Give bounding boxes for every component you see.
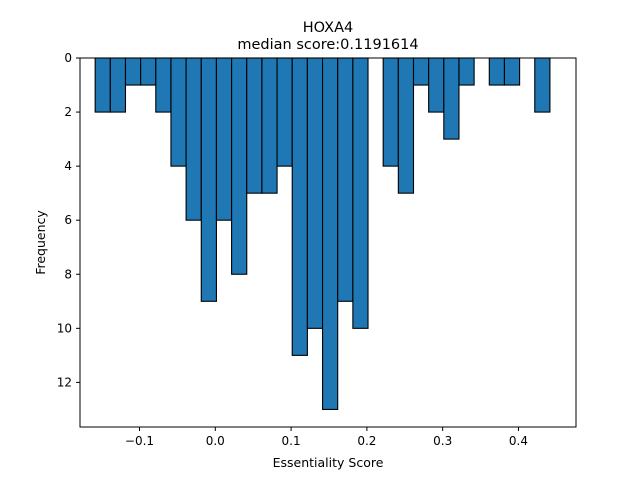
- x-tick-label: 0.2: [357, 434, 376, 448]
- plot-frame: [79, 57, 577, 428]
- y-tick-label: 12: [57, 375, 72, 389]
- histogram-bar: [412, 57, 430, 86]
- histogram-bar: [215, 57, 233, 221]
- y-axis-ticks: 0 2 4 6 8 10 12: [57, 51, 80, 389]
- histogram-bar: [291, 57, 308, 356]
- histogram-bars: [94, 57, 551, 410]
- x-axis-label: Essentiality Score: [273, 455, 384, 470]
- histogram-bar: [337, 57, 354, 302]
- x-axis-ticks: −0.1 0.0 0.1 0.2 0.3 0.4: [125, 427, 528, 448]
- y-tick-label: 8: [64, 267, 72, 281]
- histogram-bar: [185, 57, 202, 221]
- histogram-bar: [382, 57, 399, 167]
- y-tick-label: 0: [64, 51, 72, 65]
- histogram-bar: [306, 57, 324, 329]
- x-tick-label: 0.1: [282, 434, 301, 448]
- chart-title: HOXA4: [303, 20, 353, 36]
- y-axis-label: Frequency: [33, 210, 48, 275]
- histogram-bar: [94, 57, 111, 113]
- histogram-bar: [124, 57, 142, 86]
- histogram-bar: [140, 57, 157, 86]
- histogram-bar: [231, 57, 248, 275]
- histogram-bar: [443, 57, 460, 140]
- histogram-bar: [503, 57, 521, 86]
- histogram-bar: [276, 57, 293, 167]
- y-tick-label: 10: [57, 321, 72, 335]
- x-tick-label: 0.3: [433, 434, 452, 448]
- histogram-bar: [488, 57, 505, 86]
- y-tick-label: 6: [64, 213, 72, 227]
- histogram-bar: [170, 57, 187, 167]
- chart-subtitle: median score:0.1191614: [237, 37, 418, 53]
- histogram-bar: [321, 57, 339, 410]
- x-tick-label: 0.4: [509, 434, 528, 448]
- histogram-bar: [155, 57, 172, 113]
- x-tick-label: 0.0: [206, 434, 225, 448]
- histogram-bar: [397, 57, 415, 194]
- histogram-bar: [109, 57, 127, 113]
- histogram-bar: [261, 57, 278, 194]
- histogram-bar: [534, 57, 551, 113]
- histogram-bar: [246, 57, 263, 194]
- histogram-bar: [200, 57, 217, 302]
- histogram-bar: [352, 57, 369, 329]
- x-tick-label: −0.1: [125, 434, 154, 448]
- histogram-bar: [428, 57, 445, 113]
- y-tick-label: 2: [64, 105, 72, 119]
- histogram-bar: [458, 57, 475, 86]
- y-tick-label: 4: [64, 159, 72, 173]
